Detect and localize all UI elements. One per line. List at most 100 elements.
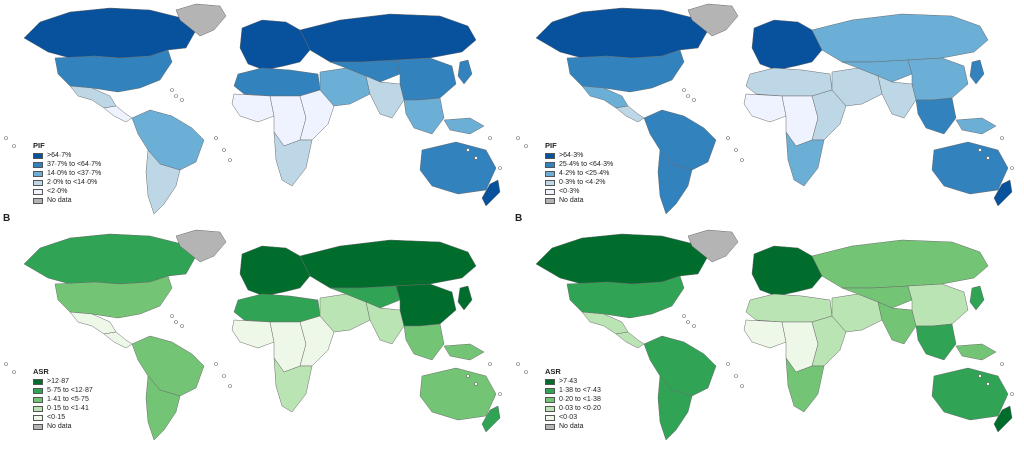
legend-swatch — [33, 188, 43, 195]
small-island-marker — [474, 156, 478, 160]
legend-item: <2·0% — [33, 187, 101, 196]
region-russia — [811, 13, 989, 63]
small-island-marker — [978, 148, 982, 152]
region-china — [907, 283, 969, 327]
legend-item: <0·03 — [545, 413, 601, 422]
region-north-africa — [745, 293, 833, 323]
small-island-marker — [12, 370, 16, 374]
legend-item: <0·15 — [33, 413, 93, 422]
region-islands — [443, 343, 485, 361]
small-island-marker — [498, 166, 502, 170]
legend-label: >12·87 — [47, 378, 69, 385]
region-australia — [931, 141, 1009, 195]
legend-item: No data — [545, 422, 601, 431]
region-west-africa — [231, 93, 275, 123]
region-south-asia — [365, 301, 405, 345]
legend-swatch — [545, 152, 555, 159]
small-island-marker — [686, 94, 690, 98]
small-island-marker — [1000, 362, 1004, 366]
legend-swatch — [545, 396, 555, 403]
small-island-marker — [174, 94, 178, 98]
legend-swatch — [545, 197, 555, 204]
legend: ASR >7·43 1·38 to <7·43 0·20 to <1·38 0·03 … — [545, 367, 601, 431]
legend-swatch — [545, 405, 555, 412]
small-island-marker — [686, 320, 690, 324]
region-new-zealand — [993, 405, 1013, 433]
legend-swatch — [545, 188, 555, 195]
region-southern-africa — [785, 131, 825, 187]
legend-item: <0·3% — [545, 187, 613, 196]
small-island-marker — [682, 88, 686, 92]
region-china — [395, 57, 457, 101]
small-island-marker — [180, 324, 184, 328]
region-south-america-south — [145, 149, 181, 215]
legend-swatch — [545, 161, 555, 168]
region-central-america — [615, 331, 645, 349]
legend-item: >64·7% — [33, 151, 101, 160]
legend-swatch — [33, 387, 43, 394]
region-southeast-asia — [403, 97, 445, 135]
small-island-marker — [498, 392, 502, 396]
legend-label: No data — [47, 197, 72, 204]
region-southeast-asia — [403, 323, 445, 361]
legend-swatch — [545, 423, 555, 430]
small-island-marker — [228, 158, 232, 162]
small-island-marker — [734, 148, 738, 152]
small-island-marker — [222, 374, 226, 378]
legend-label: <0·15 — [47, 414, 66, 421]
legend-swatch — [33, 378, 43, 385]
region-russia — [299, 239, 477, 289]
small-island-marker — [488, 136, 492, 140]
legend: PIF >64·3% 25·4% to <64·3% 4·2% to <25·4% 0… — [545, 141, 613, 205]
region-north-america — [23, 7, 196, 59]
region-southeast-asia — [915, 323, 957, 361]
map-panel-asr-right: B ASR >7·43 1·38 to <7·43 0·20 to <1·38 0·0… — [512, 213, 1014, 452]
legend-item: 4·2% to <25·4% — [545, 169, 613, 178]
region-south-america-north — [643, 335, 717, 397]
legend-item: 2·0% to <14·0% — [33, 178, 101, 187]
legend-label: 1·38 to <7·43 — [559, 387, 601, 394]
small-island-marker — [474, 382, 478, 386]
small-island-marker — [1010, 392, 1014, 396]
legend-label: 5·75 to <12·87 — [47, 387, 93, 394]
region-south-asia — [877, 301, 917, 345]
region-russia — [811, 239, 989, 289]
region-south-america-south — [657, 149, 693, 215]
legend-item: >12·87 — [33, 377, 93, 386]
region-greenland — [175, 3, 227, 37]
region-central-america — [615, 105, 645, 123]
legend-swatch — [545, 378, 555, 385]
legend-title: ASR — [545, 367, 561, 376]
region-europe — [239, 245, 311, 297]
region-japan — [969, 285, 985, 311]
region-west-africa — [743, 93, 787, 123]
small-island-marker — [986, 382, 990, 386]
small-island-marker — [986, 156, 990, 160]
legend-label: 0·15 to <1·41 — [47, 405, 89, 412]
legend-label: <0·03 — [559, 414, 578, 421]
small-island-marker — [228, 384, 232, 388]
region-south-asia — [877, 75, 917, 119]
region-china — [395, 283, 457, 327]
legend-swatch — [33, 423, 43, 430]
legend-item: 0·15 to <1·41 — [33, 404, 93, 413]
legend-item: 5·75 to <12·87 — [33, 386, 93, 395]
legend-label: >64·3% — [559, 152, 584, 159]
legend-title: PIF — [545, 141, 557, 150]
region-australia — [931, 367, 1009, 421]
region-new-zealand — [481, 179, 501, 207]
legend-label: 0·20 to <1·38 — [559, 396, 601, 403]
legend-item: 25·4% to <64·3% — [545, 160, 613, 169]
small-island-marker — [4, 136, 8, 140]
legend-swatch — [33, 170, 43, 177]
region-south-america-south — [145, 375, 181, 441]
region-north-america — [535, 7, 708, 59]
legend-item: No data — [33, 196, 101, 205]
small-island-marker — [524, 370, 528, 374]
small-island-marker — [466, 148, 470, 152]
small-island-marker — [524, 144, 528, 148]
region-islands — [955, 117, 997, 135]
small-island-marker — [488, 362, 492, 366]
region-south-america-north — [131, 109, 205, 171]
small-island-marker — [170, 88, 174, 92]
